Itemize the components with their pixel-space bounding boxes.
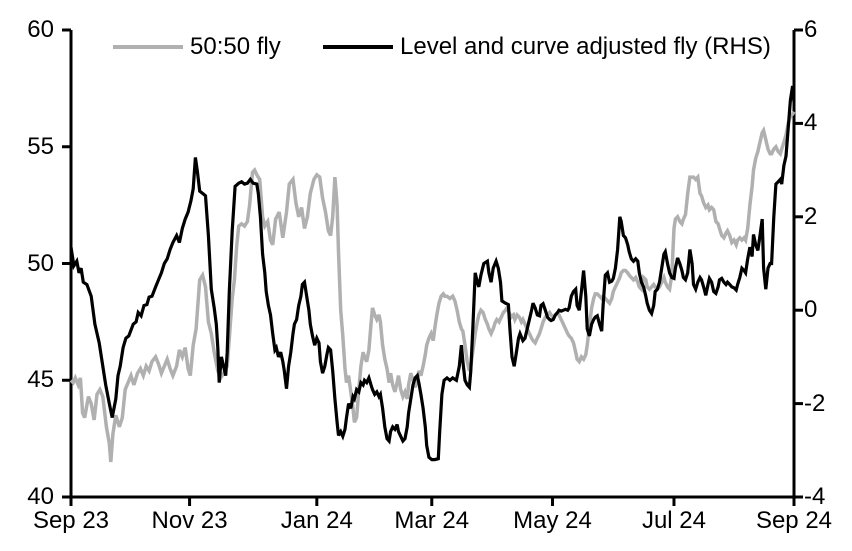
x-tick-label-nov-23: Nov 23	[151, 507, 228, 534]
y-left-tick-label-50: 50	[27, 249, 54, 277]
y-right-tick-label-4: 4	[804, 109, 818, 137]
x-tick-label-sep-23: Sep 23	[32, 507, 110, 534]
y-left-tick-label-45: 45	[27, 366, 54, 394]
y-right-tick-label-0: 0	[804, 296, 818, 324]
y-left-tick-label-55: 55	[27, 132, 54, 160]
y-right-tick-label-2: 2	[804, 202, 818, 230]
y-left-tick-label-60: 60	[27, 16, 54, 43]
legend-item-level-curve-adjusted-fly: Level and curve adjusted fly (RHS)	[323, 33, 771, 61]
x-tick-label-may-24: May 24	[513, 507, 592, 534]
y-right-tick-label--2: -2	[804, 389, 826, 417]
gray-line-swatch-icon	[113, 45, 183, 49]
black-line-swatch-icon	[323, 45, 393, 49]
y-right-tick-label-6: 6	[804, 16, 818, 43]
y-left-tick-label-40: 40	[27, 483, 54, 510]
series-line-1	[69, 85, 796, 462]
x-tick-label-sep-24: Sep 24	[755, 507, 833, 534]
y-right-tick-label--4: -4	[804, 483, 826, 510]
x-tick-label-jul-24: Jul 24	[641, 507, 706, 534]
x-tick-label-mar-24: Mar 24	[394, 507, 470, 534]
legend-label-level-curve-adjusted-fly: Level and curve adjusted fly (RHS)	[400, 33, 771, 60]
x-tick-label-jan-24: Jan 24	[280, 507, 353, 534]
legend-label-50-50-fly: 50:50 fly	[190, 33, 281, 60]
series-line-0	[69, 110, 796, 463]
legend-item-50-50-fly: 50:50 fly	[113, 33, 281, 61]
